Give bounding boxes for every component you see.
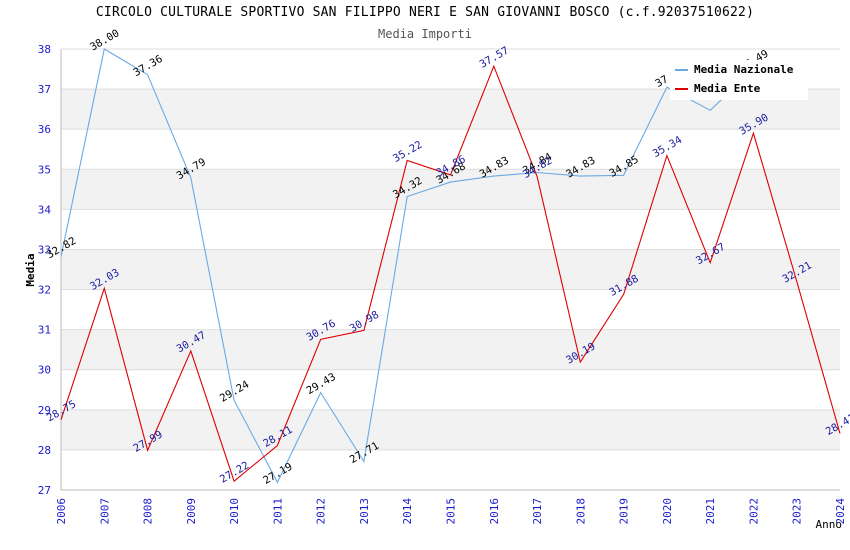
- y-tick-label: 32: [38, 284, 51, 297]
- x-tick-label: 2013: [358, 498, 371, 525]
- y-tick-label: 30: [38, 364, 51, 377]
- x-tick-label: 2014: [401, 498, 414, 525]
- series-line-nazionale: [60, 48, 754, 484]
- data-label-ente: 27.22: [218, 459, 251, 485]
- legend-item-ente: Media Ente: [670, 79, 808, 98]
- y-tick-label: 31: [38, 324, 51, 337]
- x-tick-label: 2016: [488, 498, 501, 525]
- x-tick-label: 2008: [142, 498, 155, 525]
- legend-item-nazionale: Media Nazionale: [670, 60, 808, 79]
- x-tick-label: 2021: [704, 498, 717, 525]
- chart-subtitle: Media Importi: [378, 27, 472, 41]
- x-tick-label: 2017: [531, 498, 544, 525]
- x-tick-label: 2010: [228, 498, 241, 525]
- y-tick-label: 33: [38, 243, 51, 256]
- x-tick-label: 2009: [185, 498, 198, 525]
- x-tick-label: 2022: [747, 498, 760, 525]
- x-tick-label: 2019: [618, 498, 631, 525]
- y-tick-label: 34: [38, 203, 52, 216]
- y-axis-title: Media: [24, 253, 37, 286]
- legend-swatch-ente: [675, 87, 688, 90]
- x-tick-label: 2024: [834, 498, 847, 525]
- grid-band: [61, 249, 840, 290]
- grid-band: [61, 409, 840, 450]
- y-tick-label: 38: [38, 43, 51, 56]
- y-tick-label: 37: [38, 83, 51, 96]
- x-tick-label: 2006: [55, 498, 68, 525]
- data-label-nazionale: 27.19: [261, 461, 294, 487]
- grid-band: [61, 169, 840, 210]
- x-axis-title: Anno: [816, 518, 843, 531]
- legend-swatch-nazionale: [675, 68, 688, 71]
- series-line-ente: [60, 64, 841, 483]
- legend-label-ente: Media Ente: [694, 82, 761, 95]
- legend: Media Nazionale Media Ente: [670, 60, 808, 100]
- x-tick-label: 2015: [445, 498, 458, 525]
- y-tick-label: 27: [38, 484, 51, 497]
- x-tick-label: 2007: [98, 498, 111, 525]
- x-tick-label: 2018: [574, 498, 587, 525]
- y-tick-label: 29: [38, 404, 51, 417]
- x-tick-label: 2011: [271, 498, 284, 525]
- y-tick-label: 28: [38, 444, 51, 457]
- y-tick-label: 36: [38, 123, 51, 136]
- x-tick-label: 2023: [791, 498, 804, 525]
- x-tick-label: 2012: [315, 498, 328, 525]
- x-tick-label: 2020: [661, 498, 674, 525]
- y-tick-label: 35: [38, 163, 51, 176]
- chart-title: CIRCOLO CULTURALE SPORTIVO SAN FILIPPO N…: [95, 5, 755, 20]
- legend-label-nazionale: Media Nazionale: [694, 63, 794, 76]
